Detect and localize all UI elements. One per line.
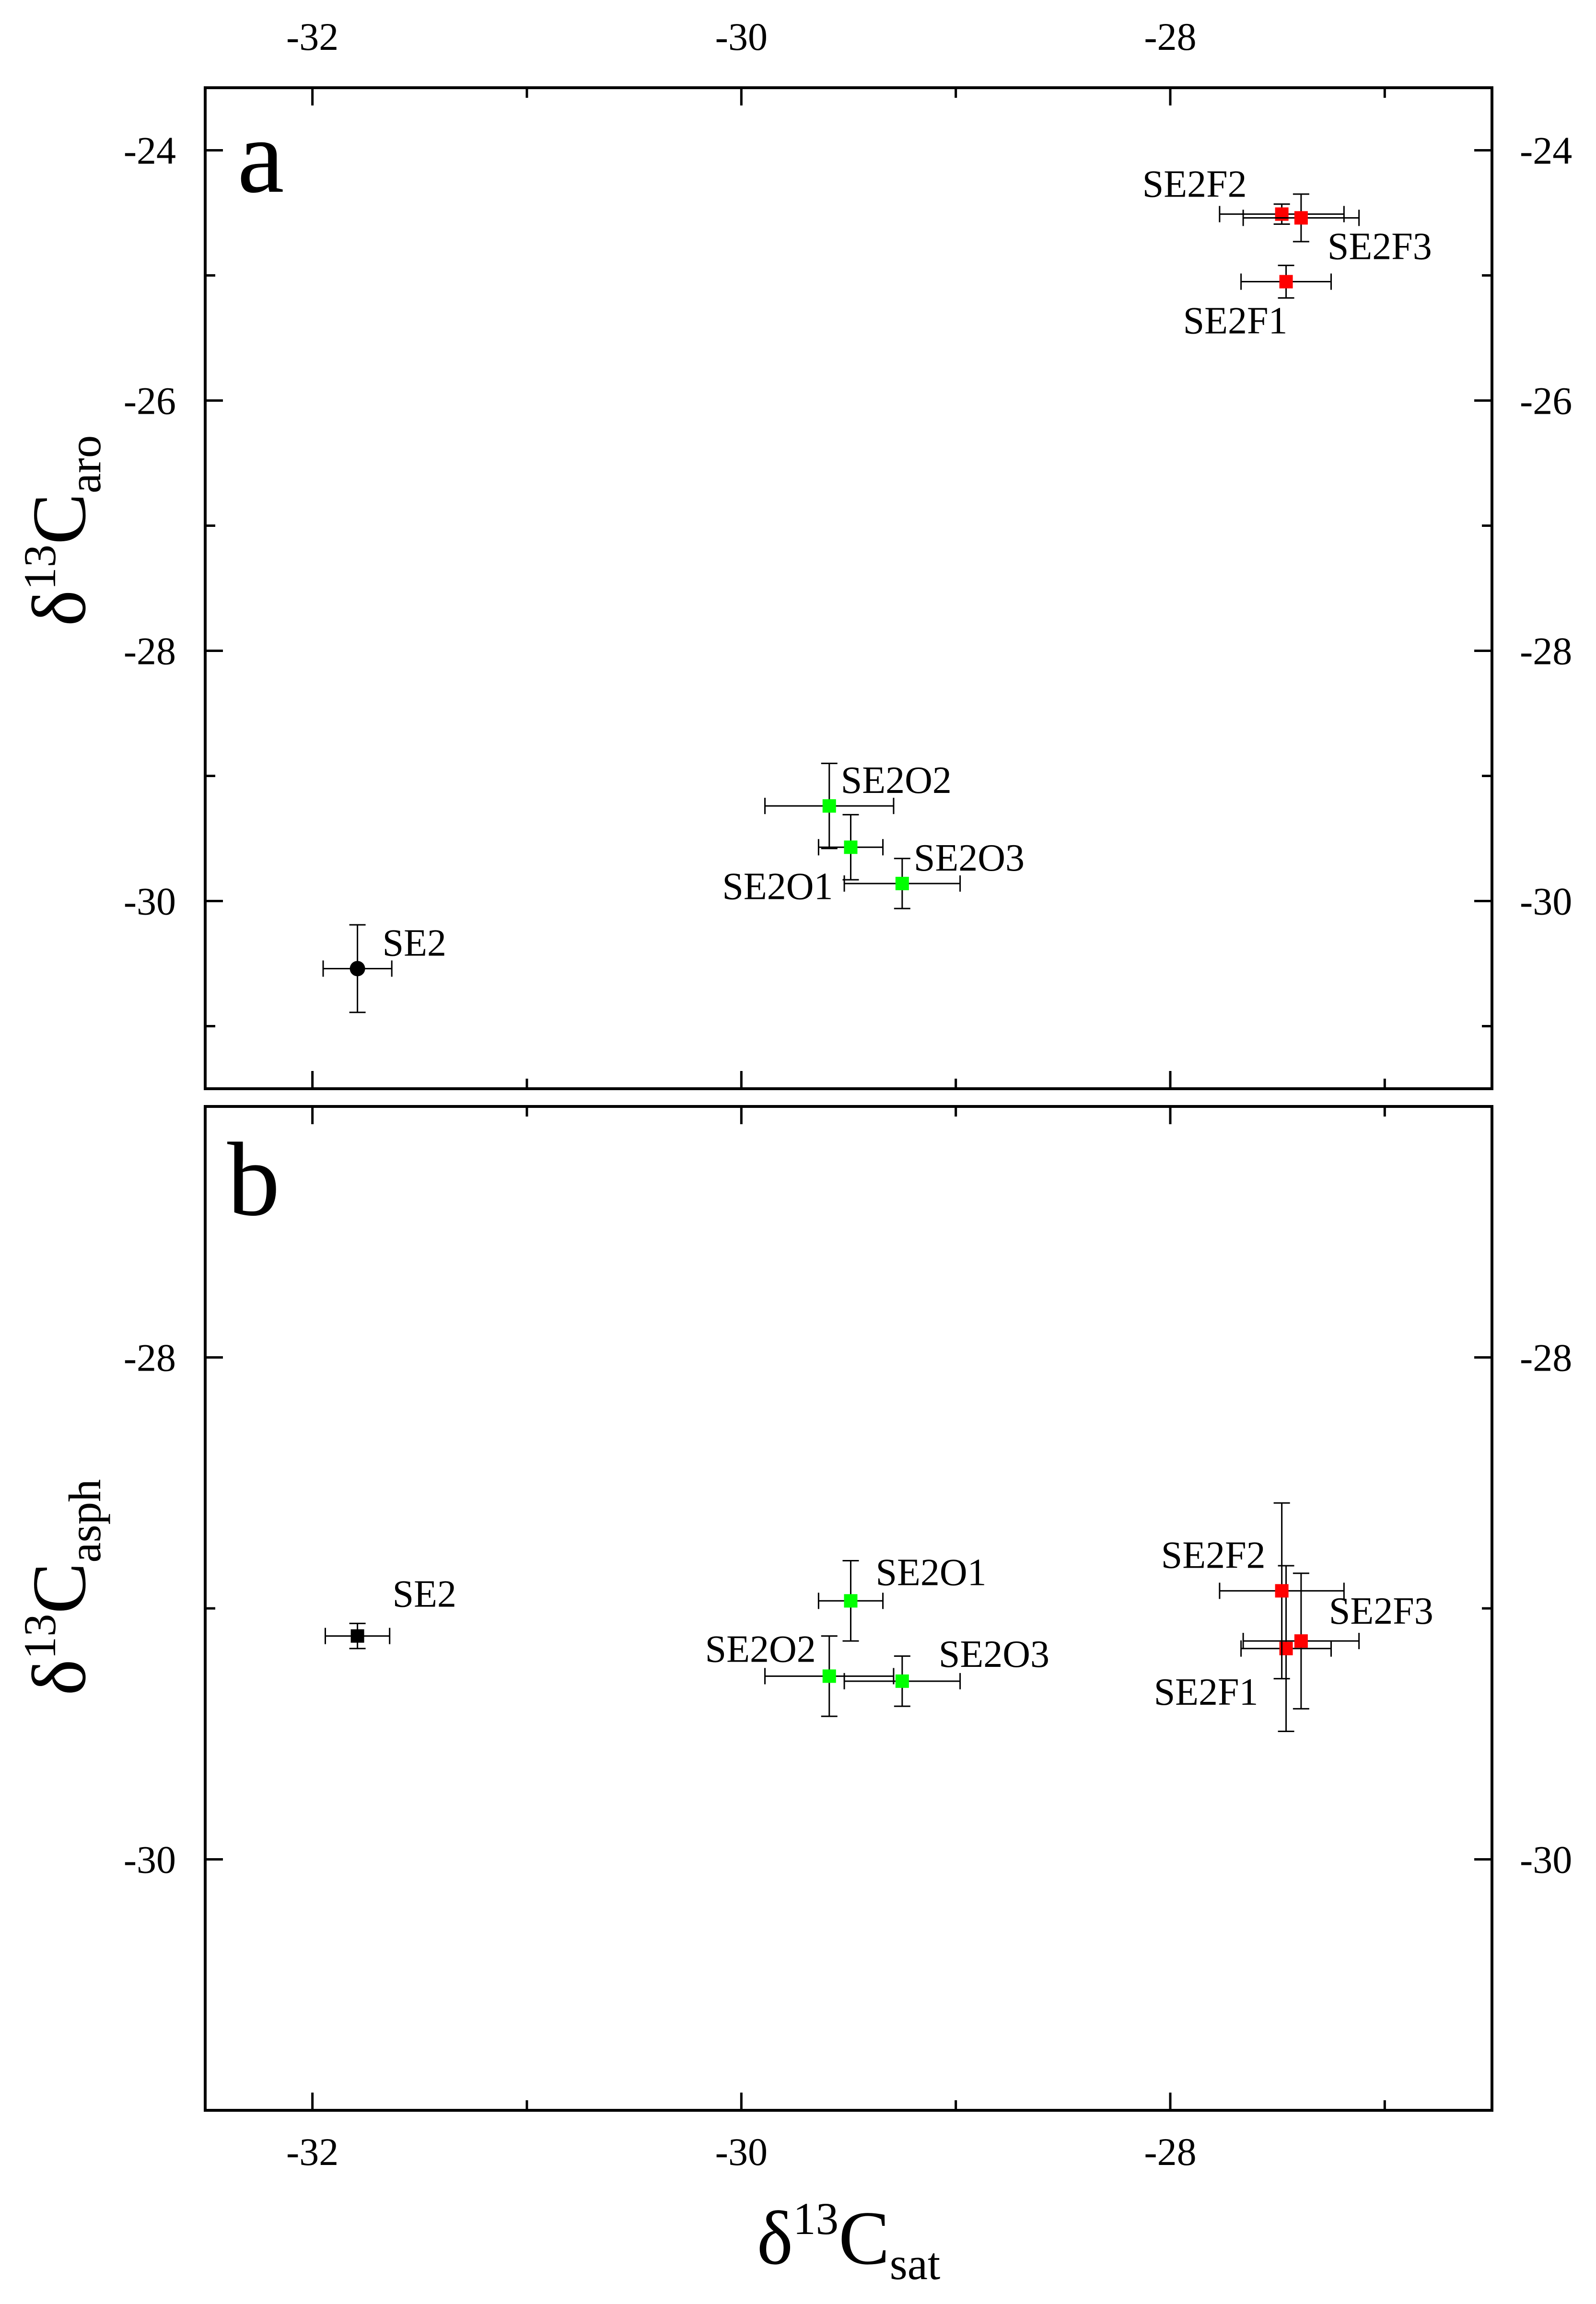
y-tick-label-right: -30 (1520, 1838, 1572, 1882)
ticks (205, 88, 1492, 1089)
y-tick-label-right: -26 (1520, 379, 1572, 423)
data-point-se2o3: SE2O3 (843, 1633, 1049, 1707)
axis-title-subscript: aro (59, 435, 110, 493)
data-point-se2f1: SE2F1 (1183, 265, 1332, 342)
x-tick-label-bottom: -28 (1144, 2130, 1196, 2174)
axis-title-superscript: 13 (793, 2193, 839, 2244)
x-tick-label-top: -30 (715, 15, 768, 58)
point-label: SE2O1 (875, 1551, 986, 1594)
marker-circle (349, 961, 365, 977)
plot-frame (204, 1105, 1493, 2112)
data-point-se2f3: SE2F3 (1242, 1572, 1433, 1710)
marker-square (1294, 211, 1308, 225)
point-label: SE2 (393, 1573, 456, 1616)
data-point-se2: SE2 (322, 922, 446, 1013)
y-tick-label-left: -28 (124, 1336, 176, 1380)
point-label: SE2O3 (914, 837, 1025, 879)
marker-square (1279, 275, 1293, 289)
y-axis-title: δ13Caro (14, 435, 110, 626)
y-tick-label-right: -28 (1520, 1336, 1572, 1380)
data-point-se2o1: SE2O1 (722, 814, 884, 908)
data-point-se2o2: SE2O2 (764, 759, 952, 849)
marker-square (844, 1594, 858, 1608)
point-label: SE2F2 (1142, 163, 1247, 206)
data-point-se2o3: SE2O3 (843, 837, 1025, 909)
point-label: SE2F3 (1329, 1590, 1433, 1632)
axis-title-superscript: 13 (14, 545, 65, 590)
point-label: SE2O2 (841, 759, 952, 802)
x-tick-label-bottom: -30 (715, 2130, 768, 2174)
marker-square (895, 876, 909, 890)
panel-b: -32 -30 -28 -30 -30 -28 -28 SE2 SE2O1 SE2O2 SE2O3 S… (14, 1105, 1572, 2289)
x-tick-label-top: -32 (286, 15, 338, 58)
plot-frame (204, 86, 1493, 1090)
y-tick-label-right: -28 (1520, 629, 1572, 673)
point-label: SE2O1 (722, 865, 833, 908)
point-label: SE2F1 (1183, 300, 1288, 342)
axis-title-subscript: asph (59, 1479, 110, 1562)
axis-title-main: C (16, 493, 102, 545)
y-tick-label-right: -24 (1520, 129, 1572, 173)
point-label: SE2F3 (1328, 225, 1432, 268)
axis-title-delta: δ (16, 590, 102, 626)
axis-title-superscript: 13 (14, 1614, 65, 1659)
axis-title-subscript: sat (890, 2238, 941, 2289)
y-tick-label-left: -26 (124, 379, 176, 423)
data-point-se2o2: SE2O2 (705, 1628, 895, 1717)
point-label: SE2F1 (1154, 1671, 1258, 1713)
panel-letter: b (227, 1121, 280, 1238)
axis-title-delta: δ (757, 2195, 793, 2281)
axis-title-delta: δ (16, 1659, 102, 1695)
y-axis-title: δ13Casph (14, 1479, 110, 1695)
y-tick-label-left: -24 (124, 129, 176, 173)
data-point-se2: SE2 (325, 1573, 456, 1650)
y-tick-label-left: -30 (124, 880, 176, 923)
marker-square (1275, 1584, 1289, 1598)
x-tick-label-bottom: -32 (286, 2130, 338, 2174)
data-point-se2f2: SE2F2 (1161, 1502, 1345, 1680)
data-point-se2f2: SE2F2 (1142, 163, 1345, 225)
x-tick-label-top: -28 (1144, 15, 1196, 58)
data-point-se2f1: SE2F1 (1154, 1565, 1332, 1733)
marker-square (822, 799, 836, 813)
panel-letter: a (237, 98, 284, 215)
y-tick-label-left: -28 (124, 629, 176, 673)
point-label: SE2F2 (1161, 1534, 1266, 1576)
y-tick-label-right: -30 (1520, 880, 1572, 923)
point-label: SE2O3 (939, 1633, 1049, 1676)
marker-square (1294, 1634, 1308, 1648)
marker-square (1275, 207, 1289, 221)
marker-square (350, 1629, 364, 1643)
marker-square (895, 1674, 909, 1688)
point-label: SE2O2 (705, 1628, 816, 1670)
y-tick-label-left: -30 (124, 1838, 176, 1882)
marker-square (822, 1669, 836, 1683)
point-label: SE2 (383, 922, 446, 964)
ticks (205, 1105, 1492, 2112)
axis-title-main: C (16, 1563, 102, 1614)
data-point-se2f3: SE2F3 (1242, 193, 1432, 268)
panel-a: -32 -30 -28 -30 -30 -28 -28 -26 -26 -24 -24 SE2 SE2O… (14, 15, 1572, 1090)
axis-title-main: C (839, 2195, 890, 2281)
x-axis-title: δ13Csat (757, 2193, 941, 2289)
data-point-se2o1: SE2O1 (817, 1551, 987, 1642)
marker-square (844, 840, 858, 854)
